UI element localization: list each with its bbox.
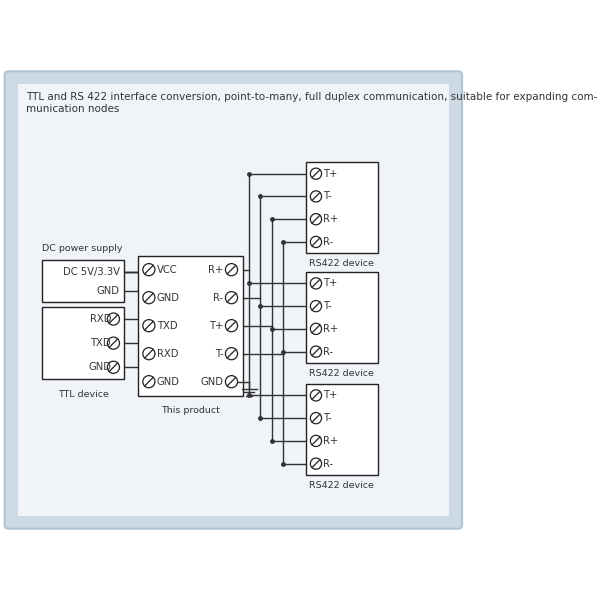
Text: R-: R- bbox=[323, 237, 333, 247]
Text: R-: R- bbox=[323, 347, 333, 356]
Circle shape bbox=[143, 292, 155, 304]
Bar bbox=[42, 260, 124, 302]
Text: GND: GND bbox=[157, 377, 180, 386]
Text: R+: R+ bbox=[323, 214, 338, 224]
Circle shape bbox=[226, 376, 238, 388]
Circle shape bbox=[310, 390, 322, 401]
Circle shape bbox=[310, 214, 322, 225]
Text: R+: R+ bbox=[323, 324, 338, 334]
Circle shape bbox=[310, 346, 322, 357]
Text: DC power supply: DC power supply bbox=[42, 244, 122, 253]
Text: DC 5V/3.3V: DC 5V/3.3V bbox=[63, 267, 120, 277]
Text: GND: GND bbox=[157, 293, 180, 302]
Text: RS422 device: RS422 device bbox=[309, 369, 374, 378]
Text: RS422 device: RS422 device bbox=[309, 259, 374, 268]
Circle shape bbox=[226, 320, 238, 332]
Text: RS422 device: RS422 device bbox=[309, 481, 374, 490]
Text: T-: T- bbox=[323, 191, 332, 202]
Circle shape bbox=[310, 168, 322, 179]
Text: This product: This product bbox=[161, 406, 220, 415]
Text: R+: R+ bbox=[323, 436, 338, 446]
Text: R+: R+ bbox=[208, 265, 224, 275]
Text: TXD: TXD bbox=[91, 338, 111, 348]
Circle shape bbox=[310, 301, 322, 312]
Text: GND: GND bbox=[97, 286, 120, 296]
Text: T-: T- bbox=[215, 349, 224, 359]
Circle shape bbox=[107, 361, 119, 373]
Circle shape bbox=[107, 313, 119, 325]
Circle shape bbox=[310, 236, 322, 248]
Text: GND: GND bbox=[88, 362, 111, 372]
Circle shape bbox=[310, 278, 322, 289]
Text: R-: R- bbox=[214, 293, 224, 302]
Bar bbox=[305, 272, 378, 363]
Text: RXD: RXD bbox=[89, 314, 111, 324]
Circle shape bbox=[310, 323, 322, 334]
Circle shape bbox=[310, 435, 322, 446]
Text: T+: T+ bbox=[323, 169, 337, 179]
Bar bbox=[42, 307, 124, 379]
Circle shape bbox=[226, 263, 238, 276]
Bar bbox=[305, 384, 378, 475]
Text: T+: T+ bbox=[323, 391, 337, 400]
Circle shape bbox=[226, 292, 238, 304]
Circle shape bbox=[143, 263, 155, 276]
Circle shape bbox=[143, 347, 155, 360]
Text: TTL device: TTL device bbox=[58, 389, 109, 398]
Text: TTL and RS 422 interface conversion, point-to-many, full duplex communication, s: TTL and RS 422 interface conversion, poi… bbox=[26, 92, 597, 114]
Text: T-: T- bbox=[323, 301, 332, 311]
Circle shape bbox=[107, 337, 119, 349]
Circle shape bbox=[310, 458, 322, 469]
Bar bbox=[137, 256, 242, 395]
Text: T-: T- bbox=[323, 413, 332, 423]
Text: R-: R- bbox=[323, 458, 333, 469]
Circle shape bbox=[143, 320, 155, 332]
Circle shape bbox=[310, 191, 322, 202]
Text: TXD: TXD bbox=[157, 320, 178, 331]
Circle shape bbox=[143, 376, 155, 388]
Text: T+: T+ bbox=[209, 320, 224, 331]
Text: GND: GND bbox=[200, 377, 224, 386]
Circle shape bbox=[226, 347, 238, 360]
Circle shape bbox=[310, 413, 322, 424]
FancyBboxPatch shape bbox=[5, 71, 462, 529]
Bar bbox=[305, 163, 378, 253]
Text: VCC: VCC bbox=[157, 265, 178, 275]
Text: RXD: RXD bbox=[157, 349, 178, 359]
Text: T+: T+ bbox=[323, 278, 337, 289]
